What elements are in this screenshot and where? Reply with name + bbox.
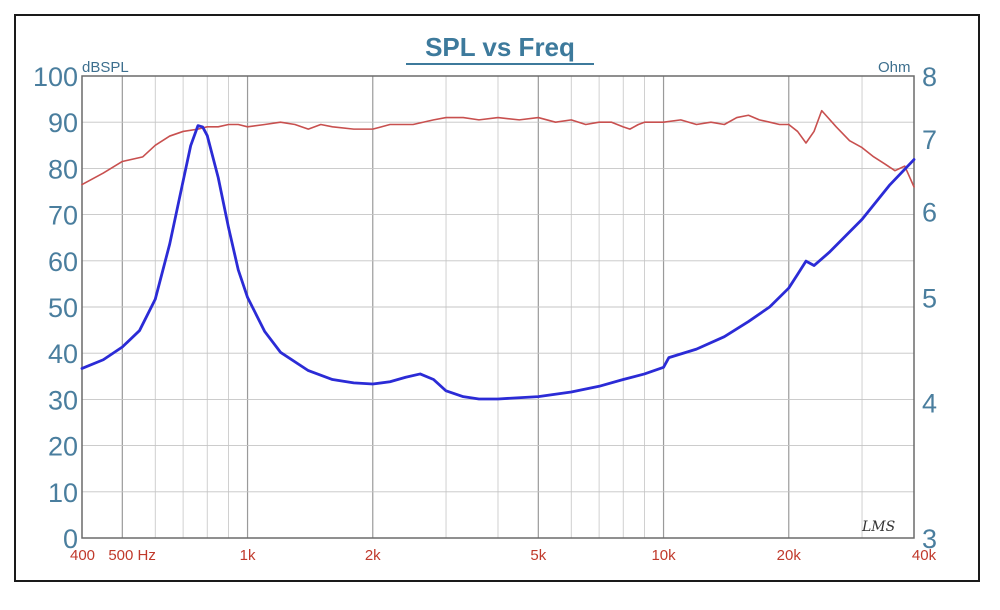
left-tick-label: 80	[48, 154, 78, 184]
left-tick-label: 70	[48, 201, 78, 231]
left-tick-label: 100	[33, 62, 78, 92]
x-tick-label: 40k	[912, 547, 937, 564]
left-tick-label: 90	[48, 108, 78, 138]
chart-frame: SPL vs Freq dBSPL Ohm 0 10 20 30 40 50 60 70 80 9…	[14, 14, 980, 582]
series-line-spl	[81, 109, 915, 188]
x-tick-label: 500 Hz	[108, 547, 156, 564]
x-tick-label: 2k	[365, 547, 381, 564]
right-tick-label: 8	[922, 62, 937, 92]
left-tick-label: 50	[48, 293, 78, 323]
series-line-impedance	[80, 124, 916, 401]
left-tick-label: 0	[63, 524, 78, 554]
plot-area-border	[81, 75, 915, 539]
x-tick-label: 5k	[530, 547, 546, 564]
x-tick-label: 1k	[240, 547, 256, 564]
right-tick-label: 6	[922, 198, 937, 228]
spl-impedance-chart: SPL vs Freq dBSPL Ohm 0 10 20 30 40 50 60 70 80 9…	[33, 32, 937, 564]
left-tick-label: 20	[48, 432, 78, 462]
right-tick-label: 5	[922, 283, 937, 313]
left-tick-label: 10	[48, 478, 78, 508]
left-tick-label: 60	[48, 247, 78, 277]
left-tick-label: 40	[48, 339, 78, 369]
series-layer	[80, 109, 916, 401]
left-axis-ticks: 0 10 20 30 40 50 60 70 80 90 100	[33, 62, 78, 554]
x-tick-label: 400	[70, 547, 95, 564]
right-tick-label: 7	[922, 125, 937, 155]
lms-watermark: LMS	[861, 519, 895, 535]
left-axis-unit: dBSPL	[82, 59, 129, 76]
x-axis-ticks: 400 500 Hz 1k 2k 5k 10k 20k 40k	[70, 547, 937, 564]
left-tick-label: 30	[48, 385, 78, 415]
right-tick-label: 3	[922, 524, 937, 554]
right-tick-label: 4	[922, 388, 937, 418]
chart-title: SPL vs Freq	[425, 32, 575, 62]
right-axis-unit: Ohm	[878, 59, 911, 76]
grid	[81, 76, 915, 538]
right-axis-ticks: 3 4 5 6 7 8	[922, 62, 937, 554]
x-tick-label: 20k	[777, 547, 802, 564]
x-tick-label: 10k	[651, 547, 676, 564]
